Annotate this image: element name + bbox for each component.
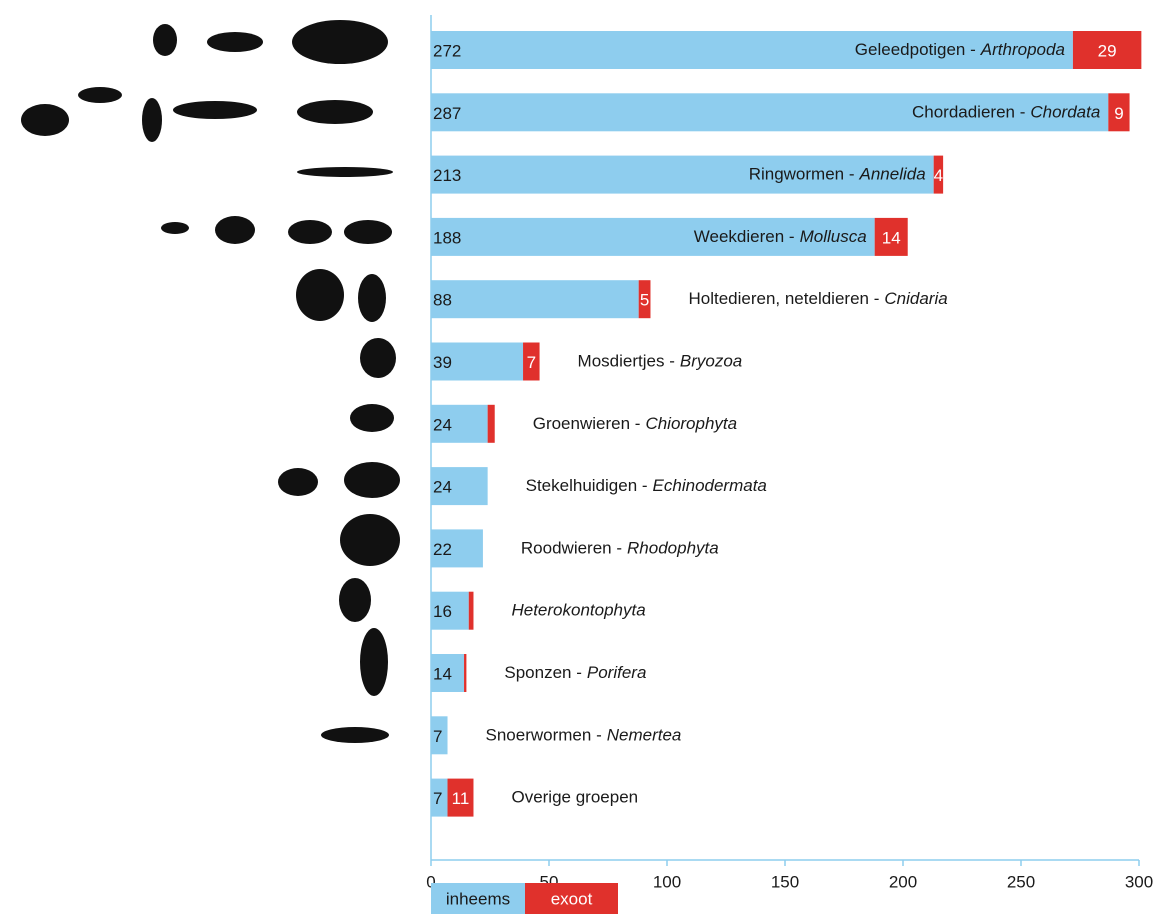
category-latin: Bryozoa bbox=[680, 352, 742, 371]
legend-swatch bbox=[431, 883, 525, 914]
legend-swatch bbox=[525, 883, 618, 914]
bar-segment bbox=[464, 654, 467, 692]
category-label: Weekdieren - Mollusca bbox=[694, 227, 867, 246]
bar-segment bbox=[431, 93, 1109, 132]
category-name: Ringwormen - bbox=[749, 165, 855, 184]
category-latin: Mollusca bbox=[800, 227, 867, 246]
value-label: 9 bbox=[1114, 104, 1123, 123]
value-label: 14 bbox=[882, 228, 901, 247]
value-label: 14 bbox=[433, 664, 452, 683]
category-latin: Arthropoda bbox=[980, 40, 1065, 59]
category-name: Stekelhuidigen - bbox=[526, 477, 648, 496]
category-name: Holtedieren, neteldieren - bbox=[688, 290, 879, 309]
value-label: 16 bbox=[433, 602, 452, 621]
value-label: 213 bbox=[433, 166, 461, 185]
category-name: Chordadieren - bbox=[912, 103, 1025, 122]
category-name: Snoerwormen - bbox=[486, 726, 602, 745]
value-label: 287 bbox=[433, 104, 461, 123]
x-tick-label: 150 bbox=[771, 872, 799, 891]
bar-segment bbox=[431, 716, 448, 755]
bar-segment bbox=[1108, 93, 1130, 132]
value-label: 188 bbox=[433, 228, 461, 247]
category-label: Groenwieren - Chiorophyta bbox=[533, 414, 737, 433]
value-label: 24 bbox=[433, 415, 452, 434]
category-name: Groenwieren - bbox=[533, 414, 641, 433]
category-label: Mosdiertjes - Bryozoa bbox=[578, 352, 743, 371]
x-tick-label: 0 bbox=[426, 872, 435, 891]
category-name: Mosdiertjes - bbox=[578, 352, 675, 371]
bar-segment bbox=[487, 404, 495, 443]
category-label: Holtedieren, neteldieren - Cnidaria bbox=[688, 290, 947, 309]
value-label: 39 bbox=[433, 353, 452, 372]
bar-segment bbox=[468, 591, 474, 630]
x-tick-label: 200 bbox=[889, 872, 917, 891]
bar-segment bbox=[933, 155, 944, 194]
category-name: Overige groepen bbox=[511, 788, 638, 807]
legend-label: exoot bbox=[551, 889, 593, 908]
category-label: Sponzen - Porifera bbox=[504, 663, 646, 682]
bar-segment bbox=[431, 217, 875, 256]
bar-segment bbox=[447, 778, 474, 817]
value-label: 24 bbox=[433, 478, 452, 497]
category-label: Chordadieren - Chordata bbox=[912, 103, 1100, 122]
category-latin: Chordata bbox=[1030, 103, 1100, 122]
bar-segment bbox=[431, 591, 469, 630]
category-label: Overige groepen bbox=[511, 788, 638, 807]
value-label: 5 bbox=[640, 291, 649, 310]
category-name: Weekdieren - bbox=[694, 227, 795, 246]
legend-label: inheems bbox=[446, 889, 510, 908]
bar-segment bbox=[431, 342, 524, 381]
category-label: Stekelhuidigen - Echinodermata bbox=[526, 477, 767, 496]
category-label: Snoerwormen - Nemertea bbox=[486, 726, 682, 745]
bar-segment bbox=[431, 529, 483, 568]
icons bbox=[21, 20, 400, 743]
value-label: 11 bbox=[452, 789, 470, 808]
bar-segment bbox=[431, 467, 488, 506]
bar-segment bbox=[431, 778, 448, 817]
category-latin: Chiorophyta bbox=[645, 414, 737, 433]
bar-segment bbox=[638, 280, 651, 319]
bar-segment bbox=[1072, 31, 1142, 69]
value-label: 7 bbox=[433, 727, 442, 746]
category-latin: Cnidaria bbox=[884, 290, 947, 309]
x-tick-label: 100 bbox=[653, 872, 681, 891]
category-label: Geleedpotigen - Arthropoda bbox=[855, 40, 1065, 59]
value-label: 4 bbox=[934, 166, 943, 185]
bar-segment bbox=[431, 654, 465, 692]
x-tick-label: 300 bbox=[1125, 872, 1153, 891]
category-label: Heterokontophyta bbox=[511, 601, 645, 620]
bar-segment bbox=[431, 404, 488, 443]
category-label: Ringwormen - Annelida bbox=[749, 165, 926, 184]
category-latin: Porifera bbox=[587, 663, 647, 682]
bar-segment bbox=[431, 31, 1073, 69]
bar-segment bbox=[431, 155, 934, 194]
category-latin: Rhodophyta bbox=[627, 539, 719, 558]
bar-segment bbox=[431, 280, 639, 319]
value-label: 7 bbox=[527, 353, 536, 372]
value-label: 88 bbox=[433, 291, 452, 310]
category-name: Sponzen - bbox=[504, 663, 582, 682]
value-label: 7 bbox=[433, 789, 442, 808]
value-label: 22 bbox=[433, 540, 452, 559]
value-label: 272 bbox=[433, 41, 461, 60]
bar-segment bbox=[523, 342, 540, 381]
category-name: Geleedpotigen - bbox=[855, 40, 976, 59]
x-tick-label: 250 bbox=[1007, 872, 1035, 891]
category-name: Roodwieren - bbox=[521, 539, 622, 558]
category-latin: Heterokontophyta bbox=[511, 601, 645, 620]
category-latin: Echinodermata bbox=[653, 477, 767, 496]
bar-segment bbox=[874, 217, 908, 256]
category-latin: Nemertea bbox=[607, 726, 682, 745]
value-label: 29 bbox=[1098, 41, 1117, 60]
category-latin: Annelida bbox=[859, 165, 926, 184]
category-label: Roodwieren - Rhodophyta bbox=[521, 539, 719, 558]
